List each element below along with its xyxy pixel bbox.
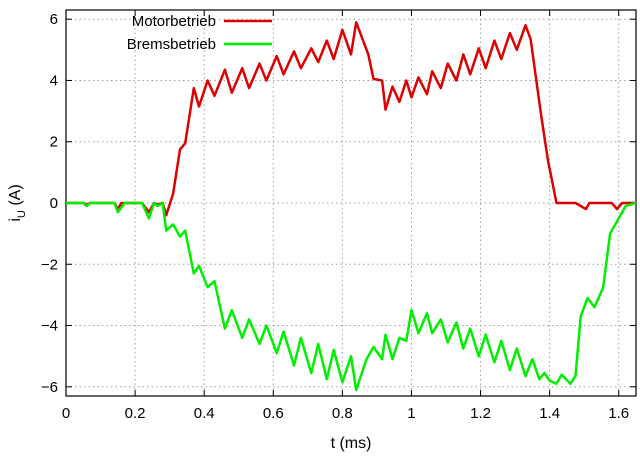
y-tick-label: −4 bbox=[41, 318, 58, 335]
y-tick-label: 4 bbox=[50, 72, 58, 89]
y-tick-label: 2 bbox=[50, 134, 58, 151]
plot-series bbox=[66, 21, 637, 392]
x-tick-label: 0.6 bbox=[263, 405, 284, 422]
legend-label-motorbetrieb: Motorbetrieb bbox=[132, 13, 216, 30]
y-tick-label: 6 bbox=[50, 11, 58, 28]
series-line-motorbetrieb bbox=[66, 21, 636, 217]
x-tick-label: 0.2 bbox=[125, 405, 146, 422]
y-tick-label: −2 bbox=[41, 256, 58, 273]
y-tick-label: −6 bbox=[41, 379, 58, 396]
axes-ticks: 0 0.2 0.4 0.6 0.8 1 1.2 1.4 1.6 −6 −4 −2 0 2 4 6 bbox=[41, 10, 636, 422]
grid bbox=[66, 10, 636, 396]
y-axis-label: iU (A) bbox=[7, 184, 28, 221]
x-axis-label: t (ms) bbox=[331, 435, 372, 452]
legend-label-bremsbetrieb: Bremsbetrieb bbox=[127, 36, 216, 53]
y-tick-label: 0 bbox=[50, 195, 58, 212]
x-tick-label: 0.4 bbox=[194, 405, 215, 422]
x-tick-label: 1.6 bbox=[608, 405, 629, 422]
series-line-bremsbetrieb bbox=[66, 201, 637, 392]
x-tick-label: 1.2 bbox=[470, 405, 491, 422]
x-tick-label: 0 bbox=[62, 405, 70, 422]
x-tick-label: 1 bbox=[407, 405, 415, 422]
legend: Motorbetrieb Bremsbetrieb bbox=[127, 13, 272, 53]
x-tick-label: 0.8 bbox=[332, 405, 353, 422]
x-tick-label: 1.4 bbox=[539, 405, 560, 422]
